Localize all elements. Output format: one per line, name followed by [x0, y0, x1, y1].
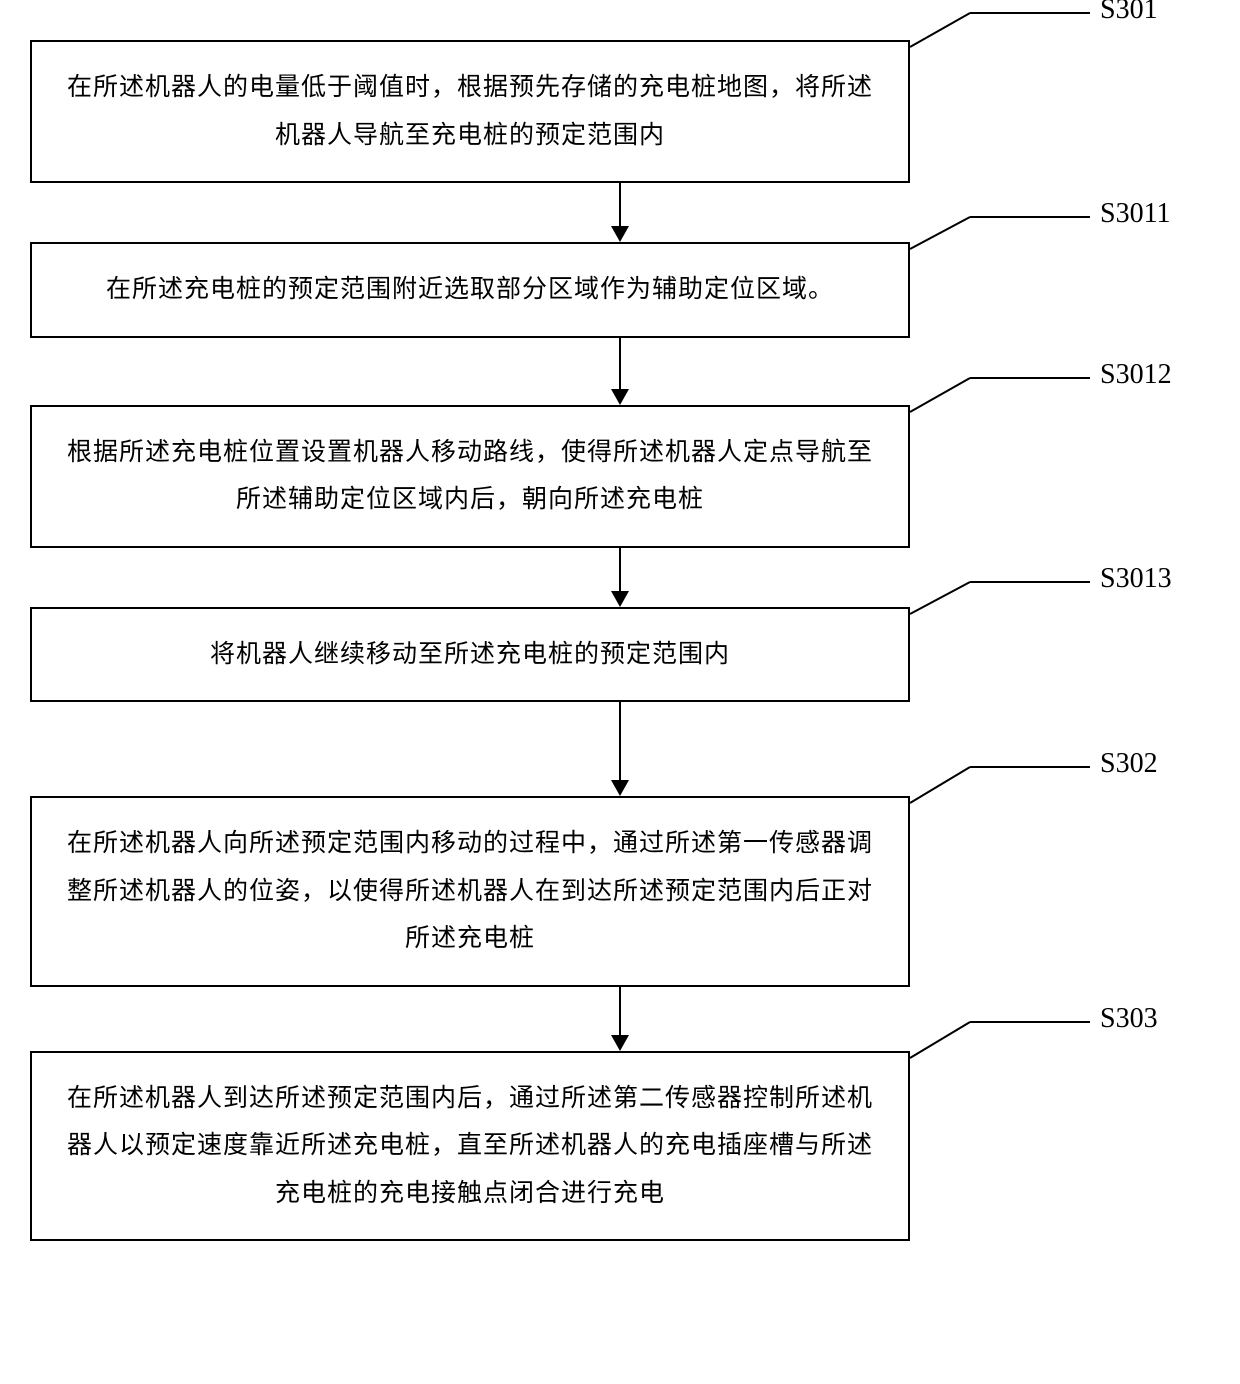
flow-box: 根据所述充电桩位置设置机器人移动路线，使得所述机器人定点导航至所述辅助定位区域内…: [30, 405, 910, 548]
flow-box-text: 根据所述充电桩位置设置机器人移动路线，使得所述机器人定点导航至所述辅助定位区域内…: [60, 429, 880, 524]
flow-arrow-down: [611, 338, 629, 405]
flow-arrow-down: [611, 987, 629, 1051]
flow-box: 在所述机器人到达所述预定范围内后，通过所述第二传感器控制所述机器人以预定速度靠近…: [30, 1051, 910, 1242]
step-label-leader: S3011: [910, 242, 1210, 292]
flow-box: 在所述机器人的电量低于阈值时，根据预先存储的充电桩地图，将所述机器人导航至充电桩…: [30, 40, 910, 183]
flow-arrow-down: [611, 702, 629, 796]
flow-box-text: 在所述机器人向所述预定范围内移动的过程中，通过所述第一传感器调整所述机器人的位姿…: [60, 820, 880, 963]
flow-step: 根据所述充电桩位置设置机器人移动路线，使得所述机器人定点导航至所述辅助定位区域内…: [30, 405, 1210, 548]
step-label-leader: S302: [910, 796, 1210, 846]
flow-box-text: 在所述机器人到达所述预定范围内后，通过所述第二传感器控制所述机器人以预定速度靠近…: [60, 1075, 880, 1218]
flow-box-text: 在所述充电桩的预定范围附近选取部分区域作为辅助定位区域。: [106, 266, 834, 314]
step-label-leader: S301: [910, 40, 1210, 90]
step-id-label: S3013: [1100, 563, 1172, 595]
flowchart: 在所述机器人的电量低于阈值时，根据预先存储的充电桩地图，将所述机器人导航至充电桩…: [30, 40, 1210, 1241]
flow-box-text: 将机器人继续移动至所述充电桩的预定范围内: [210, 631, 730, 679]
step-id-label: S3011: [1100, 198, 1171, 230]
step-id-label: S303: [1100, 1003, 1158, 1035]
flow-step: 在所述机器人的电量低于阈值时，根据预先存储的充电桩地图，将所述机器人导航至充电桩…: [30, 40, 1210, 183]
step-id-label: S301: [1100, 0, 1158, 26]
step-label-leader: S3012: [910, 405, 1210, 455]
flow-arrow-down: [611, 548, 629, 607]
flow-step: 在所述充电桩的预定范围附近选取部分区域作为辅助定位区域。 S3011: [30, 242, 1210, 338]
flow-box: 在所述机器人向所述预定范围内移动的过程中，通过所述第一传感器调整所述机器人的位姿…: [30, 796, 910, 987]
step-label-leader: S303: [910, 1051, 1210, 1101]
flow-arrow-down: [611, 183, 629, 242]
flow-step: 将机器人继续移动至所述充电桩的预定范围内 S3013: [30, 607, 1210, 703]
step-label-leader: S3013: [910, 607, 1210, 657]
flow-box: 在所述充电桩的预定范围附近选取部分区域作为辅助定位区域。: [30, 242, 910, 338]
flow-step: 在所述机器人到达所述预定范围内后，通过所述第二传感器控制所述机器人以预定速度靠近…: [30, 1051, 1210, 1242]
flow-box-text: 在所述机器人的电量低于阈值时，根据预先存储的充电桩地图，将所述机器人导航至充电桩…: [60, 64, 880, 159]
step-id-label: S3012: [1100, 359, 1172, 391]
step-id-label: S302: [1100, 748, 1158, 780]
flow-box: 将机器人继续移动至所述充电桩的预定范围内: [30, 607, 910, 703]
flow-step: 在所述机器人向所述预定范围内移动的过程中，通过所述第一传感器调整所述机器人的位姿…: [30, 796, 1210, 987]
